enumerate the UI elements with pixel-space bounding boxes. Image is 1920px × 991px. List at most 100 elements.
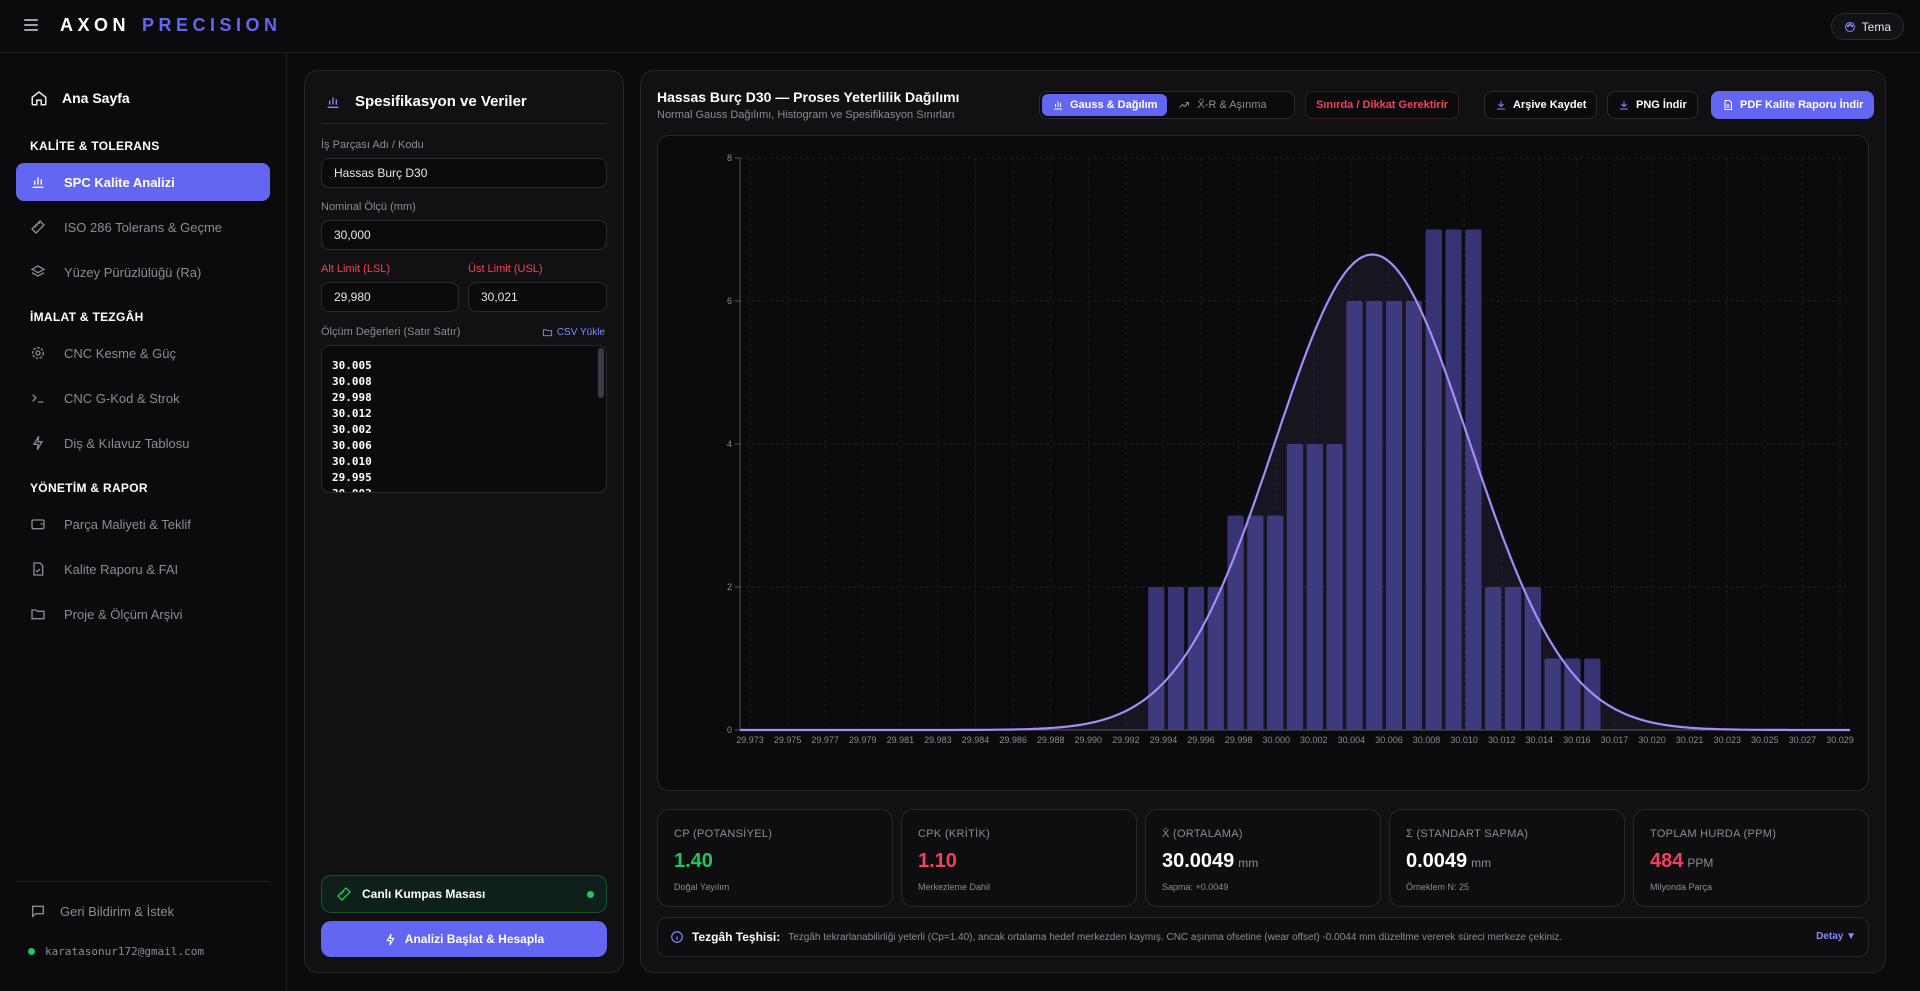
usl-label: Üst Limit (USL) — [468, 263, 543, 275]
sidebar-item-surface[interactable]: Yüzey Pürüzlülüğü (Ra) — [16, 253, 270, 291]
x-tick-label: 30.010 — [1450, 735, 1478, 745]
theme-label: Tema — [1861, 19, 1891, 34]
sidebar-item-quality-report[interactable]: Kalite Raporu & FAI — [16, 550, 270, 588]
x-tick-label: 30.008 — [1413, 735, 1441, 745]
sidebar-item-archive[interactable]: Proje & Ölçüm Arşivi — [16, 595, 270, 633]
save-archive-button[interactable]: Arşive Kaydet — [1484, 91, 1598, 119]
usl-input[interactable] — [468, 282, 607, 312]
x-tick-label: 30.012 — [1488, 735, 1516, 745]
scrollbar[interactable] — [598, 348, 604, 398]
part-name-input[interactable] — [321, 158, 607, 188]
histogram-bar — [1385, 301, 1403, 730]
sidebar-item-label: CNC G-Kod & Strok — [64, 390, 180, 406]
x-tick-label: 30.004 — [1338, 735, 1366, 745]
x-tick-label: 30.006 — [1375, 735, 1403, 745]
theme-button[interactable]: Tema — [1830, 13, 1904, 40]
png-download-button[interactable]: PNG İndir — [1607, 91, 1698, 119]
measurement-line: 30.012 — [332, 407, 372, 420]
sidebar-item-label: Proje & Ölçüm Arşivi — [64, 606, 183, 622]
x-tick-label: 29.992 — [1112, 735, 1140, 745]
chart-title: Hassas Burç D30 — Proses Yeterlilik Dağı… — [657, 89, 960, 105]
stat-number: 1.40 — [674, 850, 713, 872]
stat-value: 484 PPM — [1650, 850, 1713, 873]
layers-icon — [30, 265, 46, 277]
histogram-bar — [1286, 444, 1304, 730]
x-tick-label: 30.021 — [1676, 735, 1704, 745]
top-bar: AXON PRECISION Tema — [0, 0, 1920, 53]
spec-panel-header: Spesifikasyon ve Veriler — [325, 93, 527, 110]
section-quality: KALİTE & TOLERANS — [30, 139, 160, 153]
histogram-bar — [1465, 229, 1482, 730]
sidebar-item-label: Diş & Kılavuz Tablosu — [64, 435, 190, 451]
x-tick-label: 29.998 — [1225, 735, 1253, 745]
csv-upload-button[interactable]: CSV Yükle — [542, 327, 605, 338]
y-tick-label: 4 — [727, 439, 732, 449]
feedback-link[interactable]: Geri Bildirim & İstek — [30, 903, 174, 919]
measurements-textarea[interactable]: 30.005 30.008 29.998 30.012 30.002 30.006 30.0… — [321, 345, 607, 493]
chart-container: 29.973 29.975 29.977 29.979 29.981 29.983 29.9… — [657, 135, 1869, 791]
x-tick-label: 29.975 — [774, 735, 802, 745]
x-tick-label: 30.025 — [1751, 735, 1779, 745]
sidebar-divider — [16, 881, 270, 882]
nominal-label: Nominal Ölçü (mm) — [321, 201, 416, 213]
bar-chart-icon — [327, 96, 339, 108]
x-tick-label: 29.979 — [849, 735, 877, 745]
histogram-bar — [1187, 587, 1205, 730]
nominal-input[interactable] — [321, 220, 607, 250]
x-tick-label: 29.981 — [887, 735, 915, 745]
view-toggle: Gauss & Dağılım X̄-R & Aşınma — [1039, 91, 1295, 119]
stat-value: 30.0049 mm — [1162, 850, 1258, 873]
tab-gauss[interactable]: Gauss & Dağılım — [1042, 94, 1168, 116]
diagnosis-text: Tezgâh tekrarlanabilirliği yeterli (Cp=1… — [788, 931, 1562, 943]
x-tick-label: 29.983 — [924, 735, 952, 745]
stat-card: TOPLAM HURDA (PPM) 484 PPM Milyonda Parça — [1633, 809, 1869, 907]
histogram-bar — [1504, 587, 1522, 730]
menu-icon[interactable] — [24, 19, 38, 31]
histogram-bar — [1524, 587, 1541, 730]
histogram-bar — [1405, 301, 1423, 730]
pdf-report-button[interactable]: PDF Kalite Raporu İndir — [1711, 91, 1875, 119]
sidebar-item-cnc-cutting[interactable]: CNC Kesme & Güç — [16, 334, 270, 372]
sidebar-item-gcode[interactable]: CNC G-Kod & Strok — [16, 379, 270, 417]
lsl-input[interactable] — [321, 282, 459, 312]
terminal-icon — [32, 394, 44, 403]
stat-card: CP (POTANSİYEL) 1.40 Doğal Yayılım — [657, 809, 893, 907]
sidebar: Ana Sayfa KALİTE & TOLERANS SPC Kalite A… — [0, 53, 287, 991]
histogram-bar — [1485, 587, 1502, 730]
stat-subtitle: Merkezleme Dahil — [918, 882, 991, 892]
spec-panel: Spesifikasyon ve Veriler İş Parçası Adı … — [304, 70, 624, 973]
stat-value: 1.10 — [918, 850, 957, 873]
live-caliper-button[interactable]: Canlı Kumpas Masası — [321, 875, 607, 913]
stat-title: CP (POTANSİYEL) — [674, 828, 773, 840]
wallet-icon — [31, 519, 45, 530]
divider — [321, 123, 607, 124]
stat-unit: PPM — [1687, 856, 1714, 870]
stat-number: 484 — [1650, 850, 1684, 872]
stat-subtitle: Milyonda Parça — [1650, 882, 1713, 892]
sidebar-item-spc[interactable]: SPC Kalite Analizi — [16, 163, 270, 201]
detail-toggle[interactable]: Detay ▼ — [1816, 931, 1856, 942]
sidebar-item-cost[interactable]: Parça Maliyeti & Teklif — [16, 505, 270, 543]
x-tick-label: 30.027 — [1789, 735, 1817, 745]
histogram-bar — [1267, 515, 1284, 730]
palette-icon — [1844, 21, 1855, 32]
download-icon — [1620, 101, 1628, 110]
run-analysis-button[interactable]: Analizi Başlat & Hesapla — [321, 921, 607, 957]
gauss-curve — [740, 253, 1850, 732]
pdf-label: PDF Kalite Raporu İndir — [1740, 99, 1864, 111]
sidebar-item-thread[interactable]: Diş & Kılavuz Tablosu — [16, 424, 270, 462]
user-email: karatasonur172@gmail.com — [28, 945, 204, 958]
x-tick-label: 29.977 — [811, 735, 839, 745]
measurement-line: 30.010 — [332, 455, 372, 468]
sidebar-item-home[interactable]: Ana Sayfa — [30, 89, 130, 107]
x-tick-label: 29.990 — [1075, 735, 1103, 745]
stat-unit: mm — [1238, 856, 1259, 870]
bar-chart-icon — [32, 177, 44, 188]
ruler-icon — [31, 220, 45, 234]
x-tick-label: 30.020 — [1638, 735, 1666, 745]
stat-number: 30.0049 — [1162, 850, 1235, 872]
stat-title: TOPLAM HURDA (PPM) — [1650, 828, 1777, 840]
tab-xbar-r[interactable]: X̄-R & Aşınma — [1167, 94, 1276, 116]
sidebar-item-iso286[interactable]: ISO 286 Tolerans & Geçme — [16, 208, 270, 246]
